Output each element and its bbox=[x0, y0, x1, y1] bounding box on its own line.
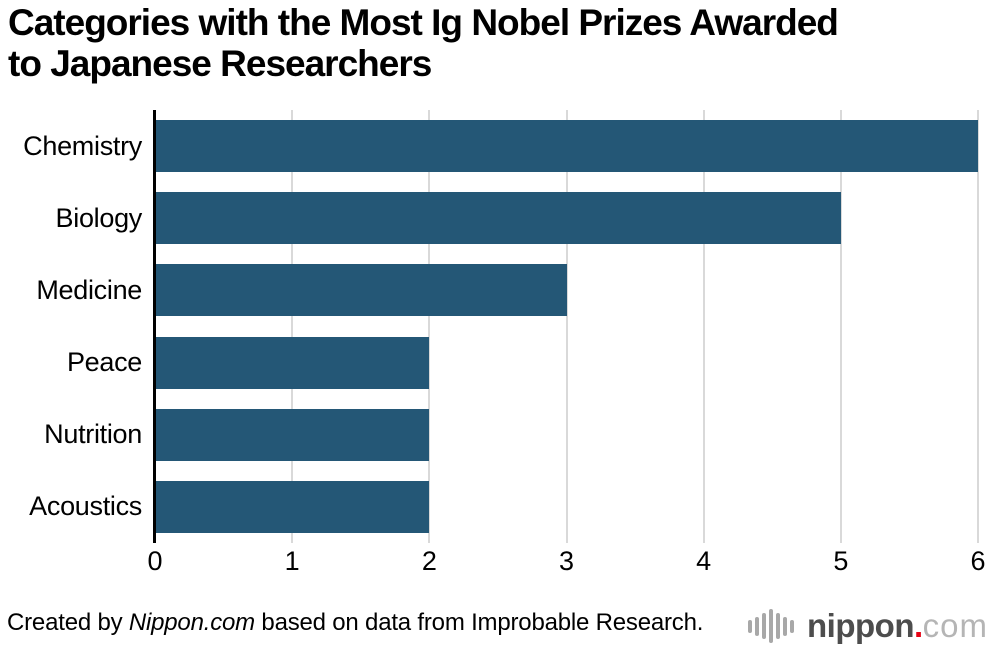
y-axis-line bbox=[153, 110, 156, 543]
bar-row: Acoustics bbox=[0, 471, 978, 543]
bar-row: Medicine bbox=[0, 254, 978, 326]
nippon-logo-dot: . bbox=[913, 607, 923, 644]
chart-title-line1: Categories with the Most Ig Nobel Prizes… bbox=[8, 2, 839, 43]
category-label: Acoustics bbox=[29, 491, 142, 522]
x-tick-label: 3 bbox=[558, 546, 575, 576]
chart-title-line2: to Japanese Researchers bbox=[8, 43, 432, 84]
category-label: Chemistry bbox=[23, 130, 142, 161]
gridline bbox=[839, 110, 842, 543]
bar-row: Nutrition bbox=[0, 399, 978, 471]
gridline bbox=[428, 110, 431, 543]
bar-chemistry bbox=[155, 120, 978, 173]
bar-row: Biology bbox=[0, 182, 978, 254]
bar-track bbox=[155, 120, 978, 173]
x-tick-label: 2 bbox=[421, 546, 437, 576]
x-tick-label: 4 bbox=[696, 546, 712, 576]
gridline bbox=[702, 110, 705, 543]
x-axis-tick-labels: 0 1 2 3 4 5 6 bbox=[147, 546, 985, 578]
category-label: Medicine bbox=[36, 274, 142, 305]
x-tick-label: 6 bbox=[970, 546, 986, 576]
bar-track bbox=[155, 480, 978, 533]
bar-biology bbox=[155, 192, 841, 245]
x-tick-label: 5 bbox=[833, 546, 849, 576]
nippon-logo: nippon . com bbox=[748, 604, 988, 648]
credit-text: Created by Nippon.com based on data from… bbox=[7, 609, 703, 637]
credit-source: Nippon.com bbox=[128, 609, 255, 636]
bar-rows: Chemistry Biology Medicine Peace Nutrition Ac… bbox=[0, 110, 978, 543]
bar-nutrition bbox=[155, 408, 430, 461]
gridline bbox=[291, 110, 294, 543]
grid-layer bbox=[155, 110, 979, 543]
nippon-logo-main: nippon bbox=[807, 607, 914, 644]
bar-track bbox=[155, 336, 978, 389]
x-tick-label: 1 bbox=[284, 546, 300, 576]
x-tick-label: 0 bbox=[147, 546, 163, 576]
bar-track bbox=[155, 192, 978, 245]
category-label: Nutrition bbox=[44, 419, 142, 450]
chart-title: Categories with the Most Ig Nobel Prizes… bbox=[8, 2, 839, 84]
bar-row: Chemistry bbox=[0, 110, 978, 182]
category-label: Peace bbox=[66, 347, 142, 378]
bar-acoustics bbox=[155, 480, 430, 533]
nippon-soundbars-icon bbox=[748, 609, 797, 643]
bar-row: Peace bbox=[0, 327, 978, 399]
bar-peace bbox=[155, 336, 430, 389]
nippon-logo-text: nippon . com bbox=[807, 607, 988, 645]
bar-track bbox=[155, 264, 978, 317]
gridline bbox=[565, 110, 568, 543]
gridline bbox=[977, 110, 979, 543]
category-label: Biology bbox=[55, 202, 143, 233]
bar-medicine bbox=[155, 264, 567, 317]
nippon-logo-tld: com bbox=[922, 607, 988, 644]
bar-track bbox=[155, 408, 978, 461]
credit-prefix: Created by bbox=[7, 609, 129, 636]
credit-suffix: based on data from Improbable Research. bbox=[254, 609, 704, 636]
